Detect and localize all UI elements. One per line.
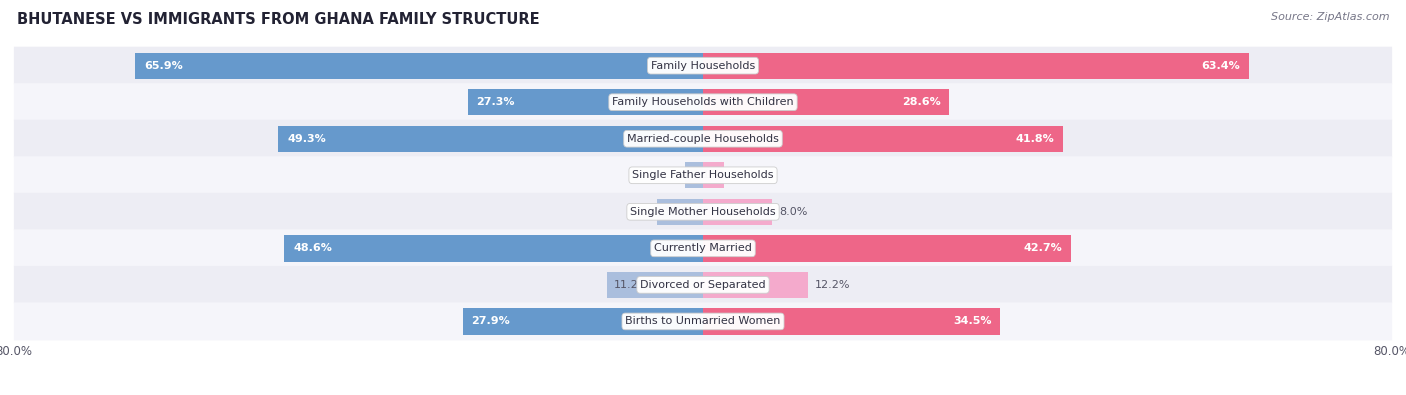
Text: 8.0%: 8.0% — [779, 207, 807, 217]
Bar — [658, 199, 703, 225]
Text: 12.2%: 12.2% — [815, 280, 851, 290]
Text: 2.4%: 2.4% — [731, 170, 759, 180]
Text: 49.3%: 49.3% — [287, 134, 326, 144]
FancyBboxPatch shape — [14, 156, 1392, 194]
Text: Single Father Households: Single Father Households — [633, 170, 773, 180]
Text: 63.4%: 63.4% — [1202, 61, 1240, 71]
Bar — [703, 89, 949, 115]
Text: Family Households: Family Households — [651, 61, 755, 71]
FancyBboxPatch shape — [14, 47, 1392, 85]
Bar — [703, 235, 1071, 261]
Bar — [685, 162, 703, 188]
Bar — [703, 53, 1249, 79]
Bar — [703, 126, 1063, 152]
Text: Family Households with Children: Family Households with Children — [612, 97, 794, 107]
Text: Single Mother Households: Single Mother Households — [630, 207, 776, 217]
Text: 28.6%: 28.6% — [901, 97, 941, 107]
Text: Divorced or Separated: Divorced or Separated — [640, 280, 766, 290]
FancyBboxPatch shape — [14, 229, 1392, 267]
Text: 5.3%: 5.3% — [664, 207, 693, 217]
Text: Currently Married: Currently Married — [654, 243, 752, 253]
FancyBboxPatch shape — [14, 83, 1392, 121]
Bar — [606, 272, 703, 298]
Text: 27.9%: 27.9% — [471, 316, 510, 326]
Text: Births to Unmarried Women: Births to Unmarried Women — [626, 316, 780, 326]
FancyBboxPatch shape — [14, 120, 1392, 158]
Text: 11.2%: 11.2% — [613, 280, 648, 290]
FancyBboxPatch shape — [14, 193, 1392, 231]
Bar — [703, 199, 772, 225]
Text: 42.7%: 42.7% — [1024, 243, 1062, 253]
FancyBboxPatch shape — [14, 266, 1392, 304]
Text: 2.1%: 2.1% — [692, 170, 720, 180]
Text: 41.8%: 41.8% — [1015, 134, 1054, 144]
Text: 34.5%: 34.5% — [953, 316, 991, 326]
Bar — [284, 235, 703, 261]
FancyBboxPatch shape — [14, 303, 1392, 340]
Text: Married-couple Households: Married-couple Households — [627, 134, 779, 144]
Bar — [703, 162, 724, 188]
Text: 65.9%: 65.9% — [143, 61, 183, 71]
Text: 27.3%: 27.3% — [477, 97, 515, 107]
Bar — [463, 308, 703, 335]
Text: BHUTANESE VS IMMIGRANTS FROM GHANA FAMILY STRUCTURE: BHUTANESE VS IMMIGRANTS FROM GHANA FAMIL… — [17, 12, 540, 27]
Text: 48.6%: 48.6% — [292, 243, 332, 253]
Bar — [468, 89, 703, 115]
Bar — [703, 308, 1000, 335]
Bar — [278, 126, 703, 152]
Text: Source: ZipAtlas.com: Source: ZipAtlas.com — [1271, 12, 1389, 22]
Bar — [135, 53, 703, 79]
Bar — [703, 272, 808, 298]
